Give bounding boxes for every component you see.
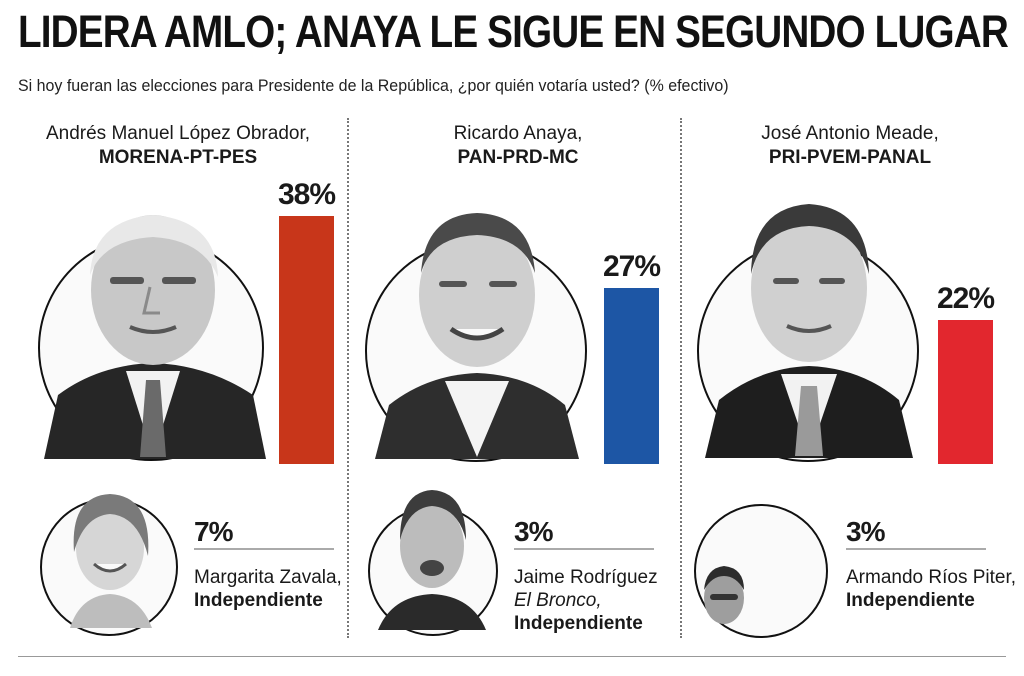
- chart-subtitle: Si hoy fueran las elecciones para Presid…: [18, 76, 729, 95]
- bar-value-label: 38%: [277, 178, 336, 211]
- minor-party: Independiente: [514, 613, 643, 634]
- minor-party: Independiente: [194, 590, 323, 611]
- bar-anaya: [604, 288, 659, 464]
- minor-value-label: 3%: [846, 516, 885, 547]
- minor-name-first: Margarita: [194, 567, 275, 588]
- candidate-photo-meade: [705, 204, 913, 458]
- bottom-rule: [18, 656, 1006, 657]
- bar-meade: [938, 320, 993, 464]
- candidate-name-amlo: Andrés Manuel López Obrador, MORENA-PT-P…: [18, 122, 338, 170]
- minor-name-first: Jaime Rodríguez: [514, 567, 658, 588]
- minor-value-line: [846, 548, 986, 550]
- candidate-photo-amlo: [44, 215, 266, 459]
- minor-value-label: 7%: [194, 516, 233, 547]
- candidate-photo-anaya: [375, 213, 579, 459]
- bar-value-label: 22%: [936, 282, 995, 315]
- chart-title: LIDERA AMLO; ANAYA LE SIGUE EN SEGUNDO L…: [18, 6, 1009, 57]
- minor-photo-rodriguez: [378, 490, 486, 630]
- candidate-party: PRI-PVEM-PANAL: [768, 147, 932, 168]
- minor-photo-zavala: [70, 494, 152, 628]
- minor-party: Independiente: [846, 590, 975, 611]
- candidate-name-meade: José Antonio Meade, PRI-PVEM-PANAL: [690, 122, 1010, 170]
- minor-value-label: 3%: [514, 516, 553, 547]
- minor-name-rios-piter: Armando Ríos Piter, Independiente: [846, 566, 1016, 612]
- minor-name-first: Armando Ríos: [846, 567, 968, 588]
- minor-value-line: [194, 548, 334, 550]
- candidate-party: MORENA-PT-PES: [98, 147, 258, 168]
- minor-name-second: Zavala,: [279, 567, 342, 588]
- minor-nickname: El Bronco,: [514, 590, 602, 611]
- column-divider: [347, 118, 349, 638]
- column-divider: [680, 118, 682, 638]
- candidate-fullname: José Antonio Meade,: [761, 123, 939, 144]
- candidate-party: PAN-PRD-MC: [457, 147, 579, 168]
- minor-photo-rios-piter: [704, 566, 744, 624]
- minor-name-rodriguez: Jaime Rodríguez El Bronco, Independiente: [514, 566, 658, 635]
- candidate-name-anaya: Ricardo Anaya, PAN-PRD-MC: [358, 122, 678, 170]
- candidate-fullname: Andrés Manuel López Obrador,: [45, 123, 311, 144]
- bar-value-label: 27%: [602, 250, 661, 283]
- bar-amlo: [279, 216, 334, 464]
- candidate-fullname: Ricardo Anaya,: [453, 123, 583, 144]
- minor-name-second: Piter,: [972, 567, 1017, 588]
- minor-name-zavala: Margarita Zavala, Independiente: [194, 566, 342, 612]
- minor-value-line: [514, 548, 654, 550]
